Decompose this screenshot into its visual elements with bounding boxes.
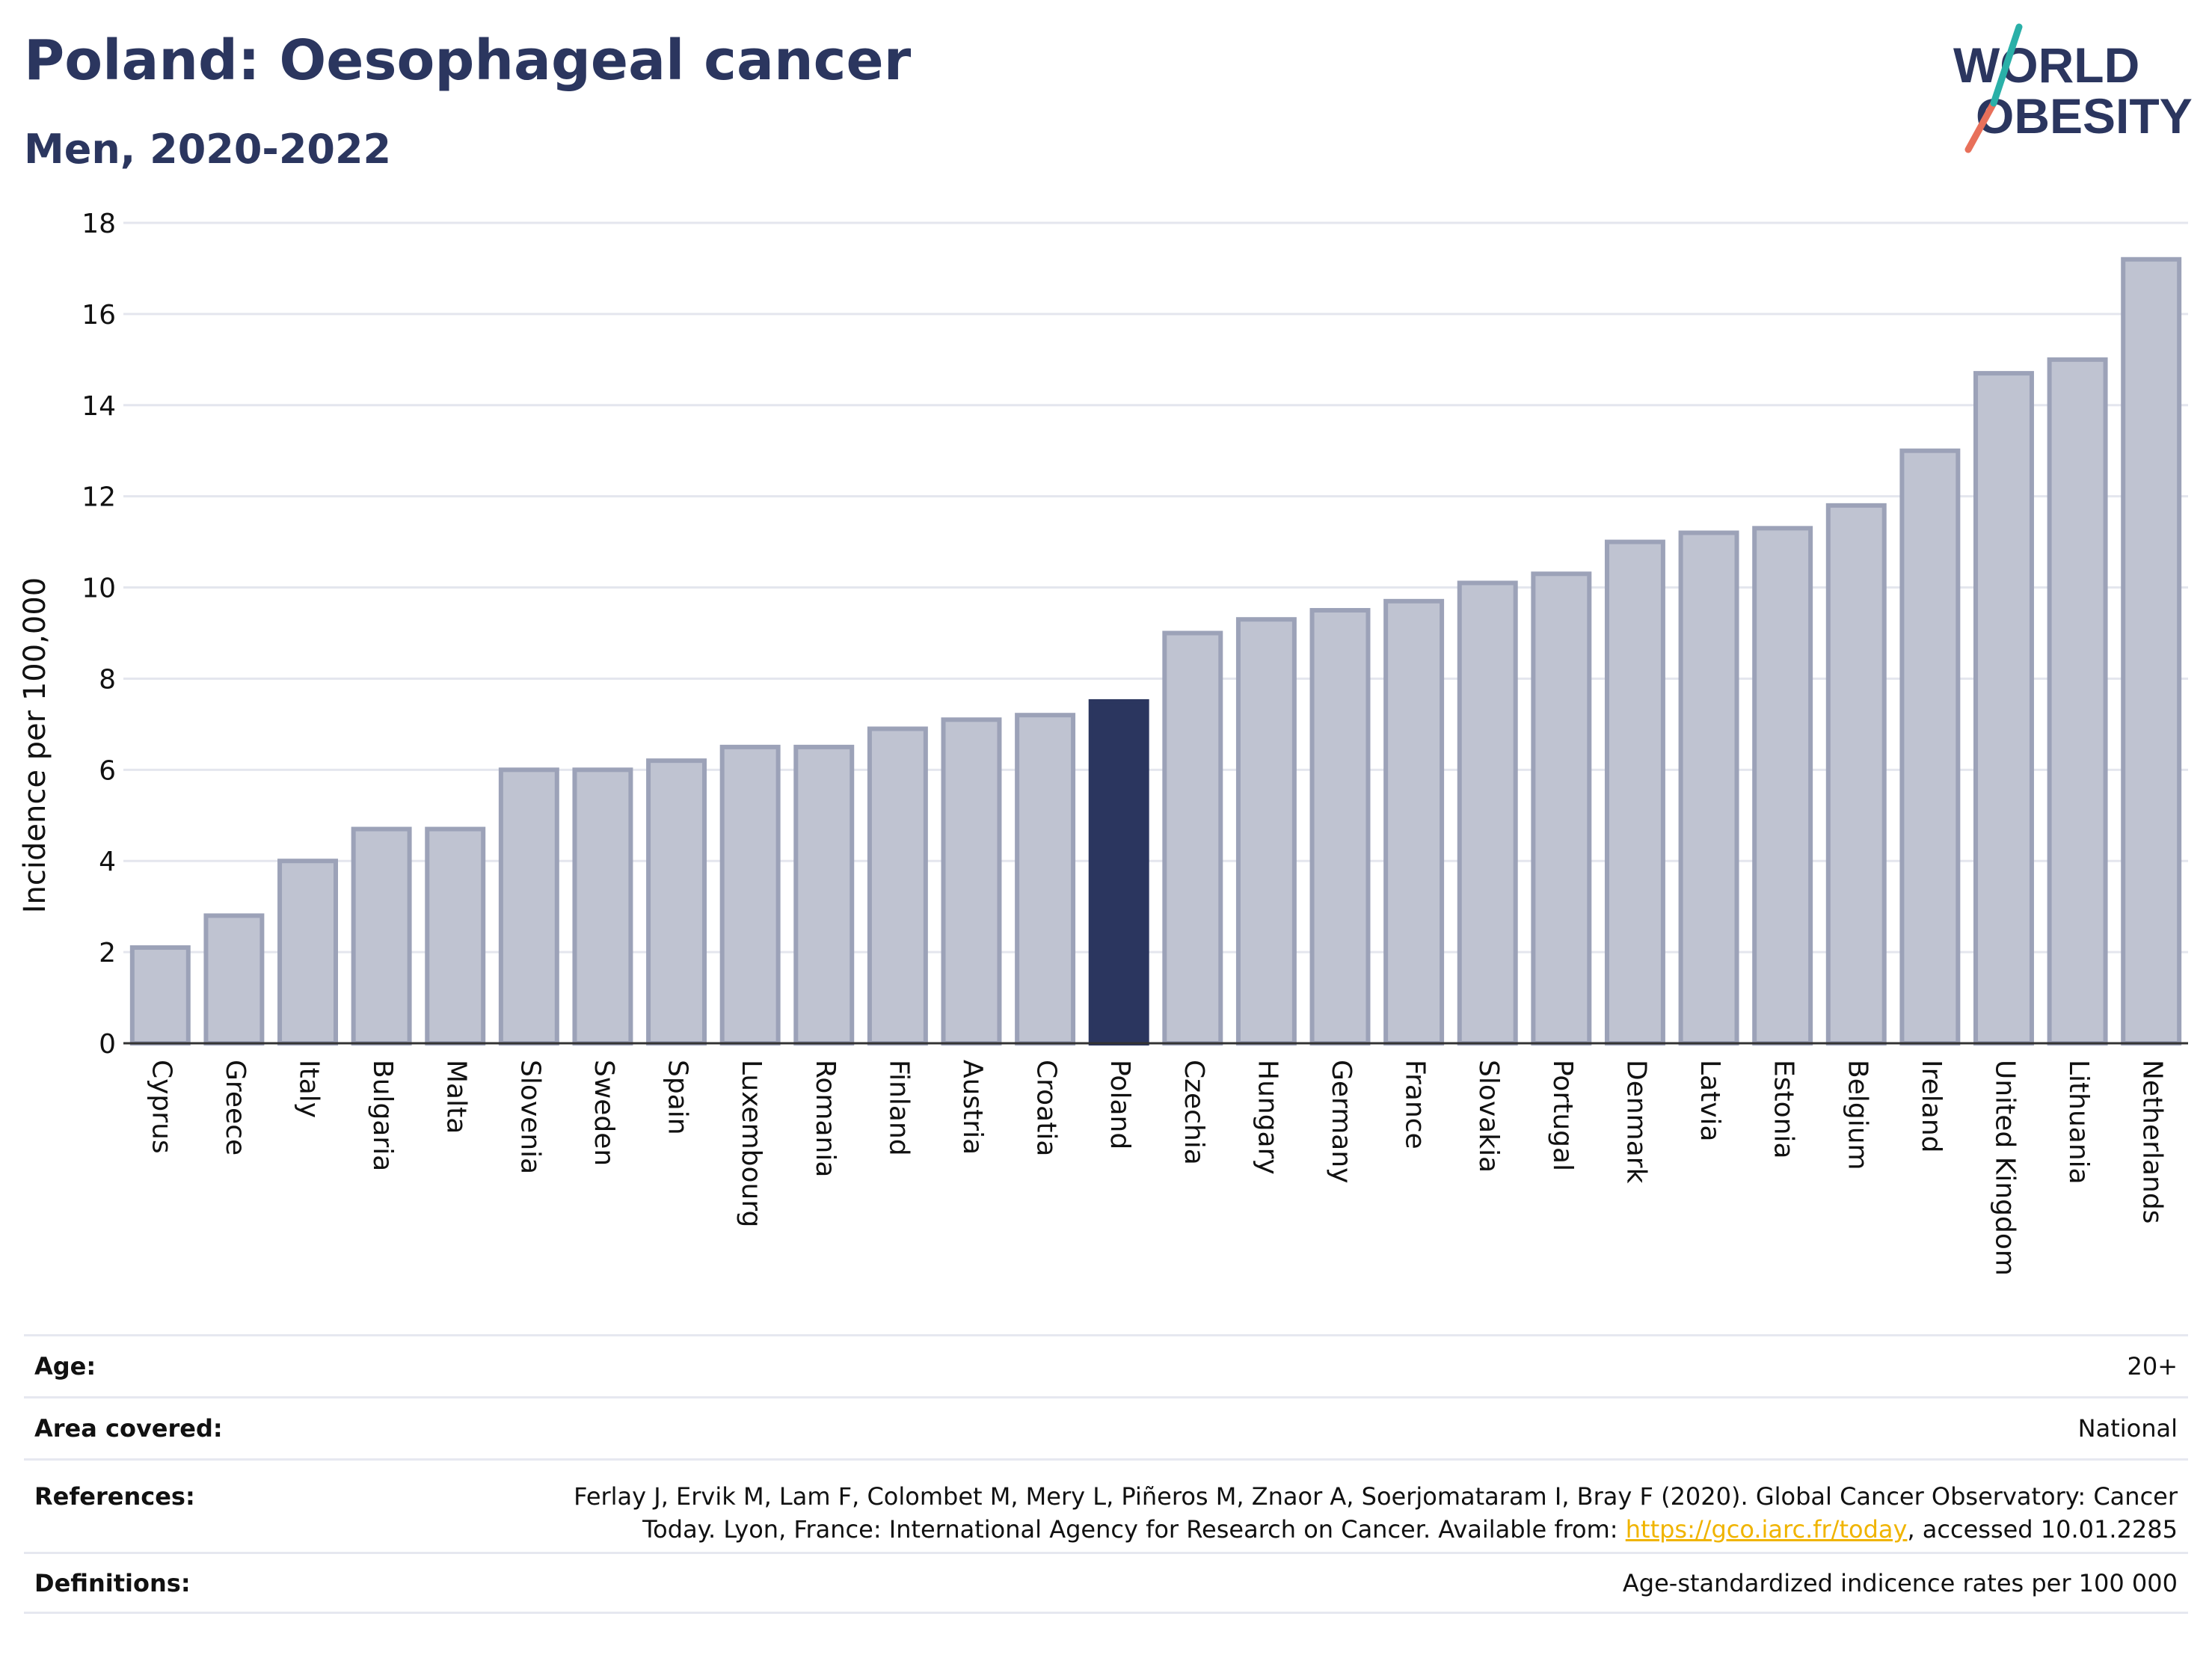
logo-word-obesity: OBESITY xyxy=(1976,88,2193,144)
bar-malta xyxy=(425,826,486,1046)
x-tick-label: Cyprus xyxy=(146,1060,176,1154)
x-tick-label: Denmark xyxy=(1620,1060,1651,1184)
metadata-table: Age: 20+ Area covered: National Referenc… xyxy=(24,1334,2188,1614)
x-tick-label: France xyxy=(1400,1060,1431,1149)
y-tick-label: 8 xyxy=(99,664,116,695)
chart-title: Poland: Oesophageal cancer xyxy=(24,28,912,93)
x-tick-label: Romania xyxy=(810,1060,841,1177)
bar-estonia xyxy=(1752,526,1813,1045)
x-tick-label: Ireland xyxy=(1916,1060,1947,1153)
y-tick-label: 10 xyxy=(82,574,116,604)
world-obesity-logo: WORLD OBESITY xyxy=(1953,23,2193,153)
references-line-2-post: , accessed 10.01.2285 xyxy=(1907,1515,2178,1544)
bar-croatia xyxy=(1015,713,1076,1045)
y-tick-label: 16 xyxy=(82,300,116,331)
bar-cyprus xyxy=(129,945,191,1046)
x-tick-label: Portugal xyxy=(1547,1060,1578,1171)
meta-area-label: Area covered: xyxy=(34,1414,223,1443)
meta-area-value: National xyxy=(2077,1414,2178,1443)
x-tick-label: Croatia xyxy=(1031,1060,1062,1156)
logo-slash-red xyxy=(1964,99,1997,153)
bar-germany xyxy=(1309,608,1371,1045)
bar-slovenia xyxy=(498,767,559,1046)
bar-spain xyxy=(646,758,707,1046)
bar-italy xyxy=(277,859,338,1045)
bar-france xyxy=(1383,598,1445,1045)
references-line-2-pre: Today. Lyon, France: International Agenc… xyxy=(642,1515,1626,1544)
x-tick-label: Hungary xyxy=(1252,1060,1282,1175)
y-tick-label: 18 xyxy=(82,209,116,239)
x-tick-label: Italy xyxy=(294,1060,325,1118)
meta-row-definitions: Definitions: Age-standardized indicence … xyxy=(24,1552,2188,1614)
bar-romania xyxy=(793,744,855,1045)
references-line-1: Ferlay J, Ervik M, Lam F, Colombet M, Me… xyxy=(574,1482,2178,1511)
x-tick-label: Estonia xyxy=(1769,1060,1799,1159)
y-tick-label: 6 xyxy=(99,755,116,786)
x-tick-label: Spain xyxy=(663,1060,693,1135)
bar-finland xyxy=(867,726,928,1045)
logo-word-world: WORLD xyxy=(1953,37,2139,93)
x-tick-label: United Kingdom xyxy=(1989,1060,2020,1276)
x-tick-label: Belgium xyxy=(1842,1060,1872,1170)
bar-bulgaria xyxy=(351,826,412,1046)
bar-belgium xyxy=(1825,503,1887,1045)
references-link[interactable]: https://gco.iarc.fr/today xyxy=(1625,1515,1908,1544)
y-tick-label: 12 xyxy=(82,482,116,513)
meta-definitions-value: Age-standardized indicence rates per 100… xyxy=(1622,1568,2178,1597)
meta-row-area: Area covered: National xyxy=(24,1396,2188,1458)
bar-chart: 0 2 4 6 8 10 12 14 16 18 Cyprus Greece Italy Bulgari… xyxy=(18,209,2188,1276)
y-tick-label: 0 xyxy=(99,1029,116,1060)
x-tick-label: Luxembourg xyxy=(736,1060,766,1227)
x-tick-label: Poland xyxy=(1105,1060,1135,1149)
bar-denmark xyxy=(1604,539,1665,1045)
meta-age-label: Age: xyxy=(34,1352,96,1381)
x-tick-label: Czechia xyxy=(1179,1060,1209,1165)
meta-age-value: 20+ xyxy=(2127,1352,2178,1381)
x-tick-label: Latvia xyxy=(1695,1060,1725,1142)
x-tick-label: Austria xyxy=(957,1060,988,1155)
x-tick-label: Sweden xyxy=(589,1060,619,1166)
bar-greece xyxy=(203,913,265,1046)
meta-references-value: Ferlay J, Ervik M, Lam F, Colombet M, Me… xyxy=(574,1480,2188,1546)
x-tick-label: Greece xyxy=(220,1060,251,1155)
bars xyxy=(129,257,2182,1046)
chart-subtitle: Men, 2020-2022 xyxy=(24,126,392,173)
logo-slash-teal xyxy=(1990,23,2023,107)
x-tick-label: Finland xyxy=(883,1060,914,1156)
bar-czechia xyxy=(1162,630,1223,1045)
y-axis-label: Incidence per 100,000 xyxy=(18,577,52,914)
bar-poland xyxy=(1088,698,1149,1046)
x-axis-ticks: Cyprus Greece Italy Bulgaria Malta Slovenia Sw… xyxy=(146,1060,2167,1276)
x-tick-label: Slovenia xyxy=(514,1060,545,1174)
bar-portugal xyxy=(1531,571,1592,1045)
x-tick-label: Slovakia xyxy=(1473,1060,1504,1173)
meta-row-references: References: Ferlay J, Ervik M, Lam F, Co… xyxy=(24,1458,2188,1552)
bar-ireland xyxy=(1899,448,1961,1045)
bar-hungary xyxy=(1235,617,1297,1045)
bar-united-kingdom xyxy=(1973,371,2034,1046)
meta-definitions-label: Definitions: xyxy=(34,1568,191,1597)
y-tick-label: 2 xyxy=(99,938,116,968)
y-tick-label: 4 xyxy=(99,847,116,877)
meta-row-age: Age: 20+ xyxy=(24,1334,2188,1396)
bar-netherlands xyxy=(2121,257,2182,1045)
bar-latvia xyxy=(1678,530,1739,1045)
bar-austria xyxy=(941,717,1002,1045)
bar-slovakia xyxy=(1457,580,1518,1045)
meta-references-label: References: xyxy=(34,1482,195,1511)
x-tick-label: Bulgaria xyxy=(367,1060,398,1171)
bar-lithuania xyxy=(2047,357,2108,1046)
x-tick-label: Germany xyxy=(1326,1060,1357,1183)
x-tick-label: Lithuania xyxy=(2063,1060,2094,1185)
bar-luxembourg xyxy=(719,744,781,1045)
y-tick-label: 14 xyxy=(82,391,116,422)
x-tick-label: Netherlands xyxy=(2137,1060,2168,1223)
y-axis-ticks: 0 2 4 6 8 10 12 14 16 18 xyxy=(82,209,116,1060)
x-tick-label: Malta xyxy=(441,1060,472,1134)
bar-sweden xyxy=(572,767,633,1046)
